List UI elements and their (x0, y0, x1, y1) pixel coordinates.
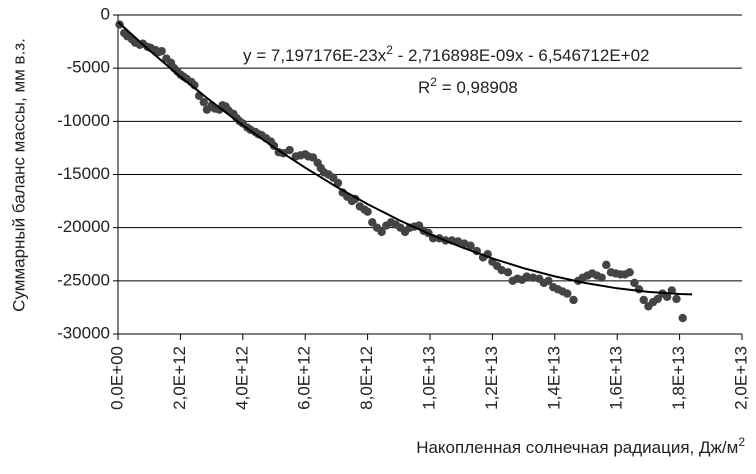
eq-a: y = 7,197176E-23x (243, 46, 387, 65)
data-point (678, 313, 687, 323)
trendline (117, 21, 693, 296)
y-tick-label: -10000 (57, 111, 110, 130)
r2-a: R (418, 78, 430, 97)
x-tick-label: 1,6E+13 (607, 346, 626, 410)
x-tick-label: 1,0E+13 (419, 346, 438, 410)
data-point (363, 207, 372, 216)
x-tick-label: 2,0E+12 (170, 346, 189, 410)
data-point (569, 295, 578, 305)
data-point (199, 97, 208, 107)
r2-b: = 0,98908 (437, 78, 518, 97)
x-tick-label: 1,2E+13 (482, 346, 501, 410)
data-point (528, 273, 538, 282)
data-point (522, 272, 531, 281)
eq-sup: 2 (386, 43, 393, 57)
data-point (157, 46, 166, 56)
x-title-text: Накопленная солнечная радиация, Дж/м (416, 438, 738, 457)
data-point (672, 294, 681, 304)
data-point (662, 292, 672, 301)
data-point (639, 295, 648, 305)
equation: y = 7,197176E-23x2 - 2,716898E-09x - 6,5… (243, 43, 650, 65)
r2-sup: 2 (430, 75, 437, 89)
data-point (563, 289, 572, 298)
y-axis-title: Суммарный баланс массы, мм в.з. (9, 38, 28, 312)
x-tick-label: 4,0E+12 (232, 346, 251, 410)
x-tick-label: 0,0E+00 (107, 346, 126, 410)
x-tick-label: 6,0E+12 (295, 346, 314, 410)
x-tick-label: 1,4E+13 (544, 346, 563, 410)
y-tick-label: 0 (101, 4, 110, 23)
y-tick-label: -5000 (67, 58, 110, 77)
x-tick-label: 8,0E+12 (357, 346, 376, 410)
r-squared: R2 = 0,98908 (418, 75, 518, 97)
data-point (597, 273, 606, 282)
x-tick-label: 1,8E+13 (669, 346, 688, 410)
y-tick-label: -25000 (57, 270, 110, 289)
data-point (285, 145, 294, 155)
data-point (377, 227, 386, 237)
data-point (544, 276, 553, 286)
y-tick-label: -30000 (57, 323, 110, 342)
data-point (503, 268, 513, 277)
y-tick-label: -15000 (57, 164, 110, 183)
y-tick-label: -20000 (57, 217, 110, 236)
data-point (466, 241, 475, 250)
data-point (634, 285, 644, 294)
eq-b: - 2,716898E-09x - 6,546712E+02 (393, 46, 650, 65)
data-point (333, 178, 343, 188)
x-tick-label: 2,0E+13 (731, 346, 750, 410)
data-point (630, 278, 639, 288)
data-point (602, 260, 611, 270)
data-point (625, 268, 634, 277)
x-title-sup: 2 (738, 435, 745, 449)
x-axis-title: Накопленная солнечная радиация, Дж/м2 (416, 435, 745, 457)
